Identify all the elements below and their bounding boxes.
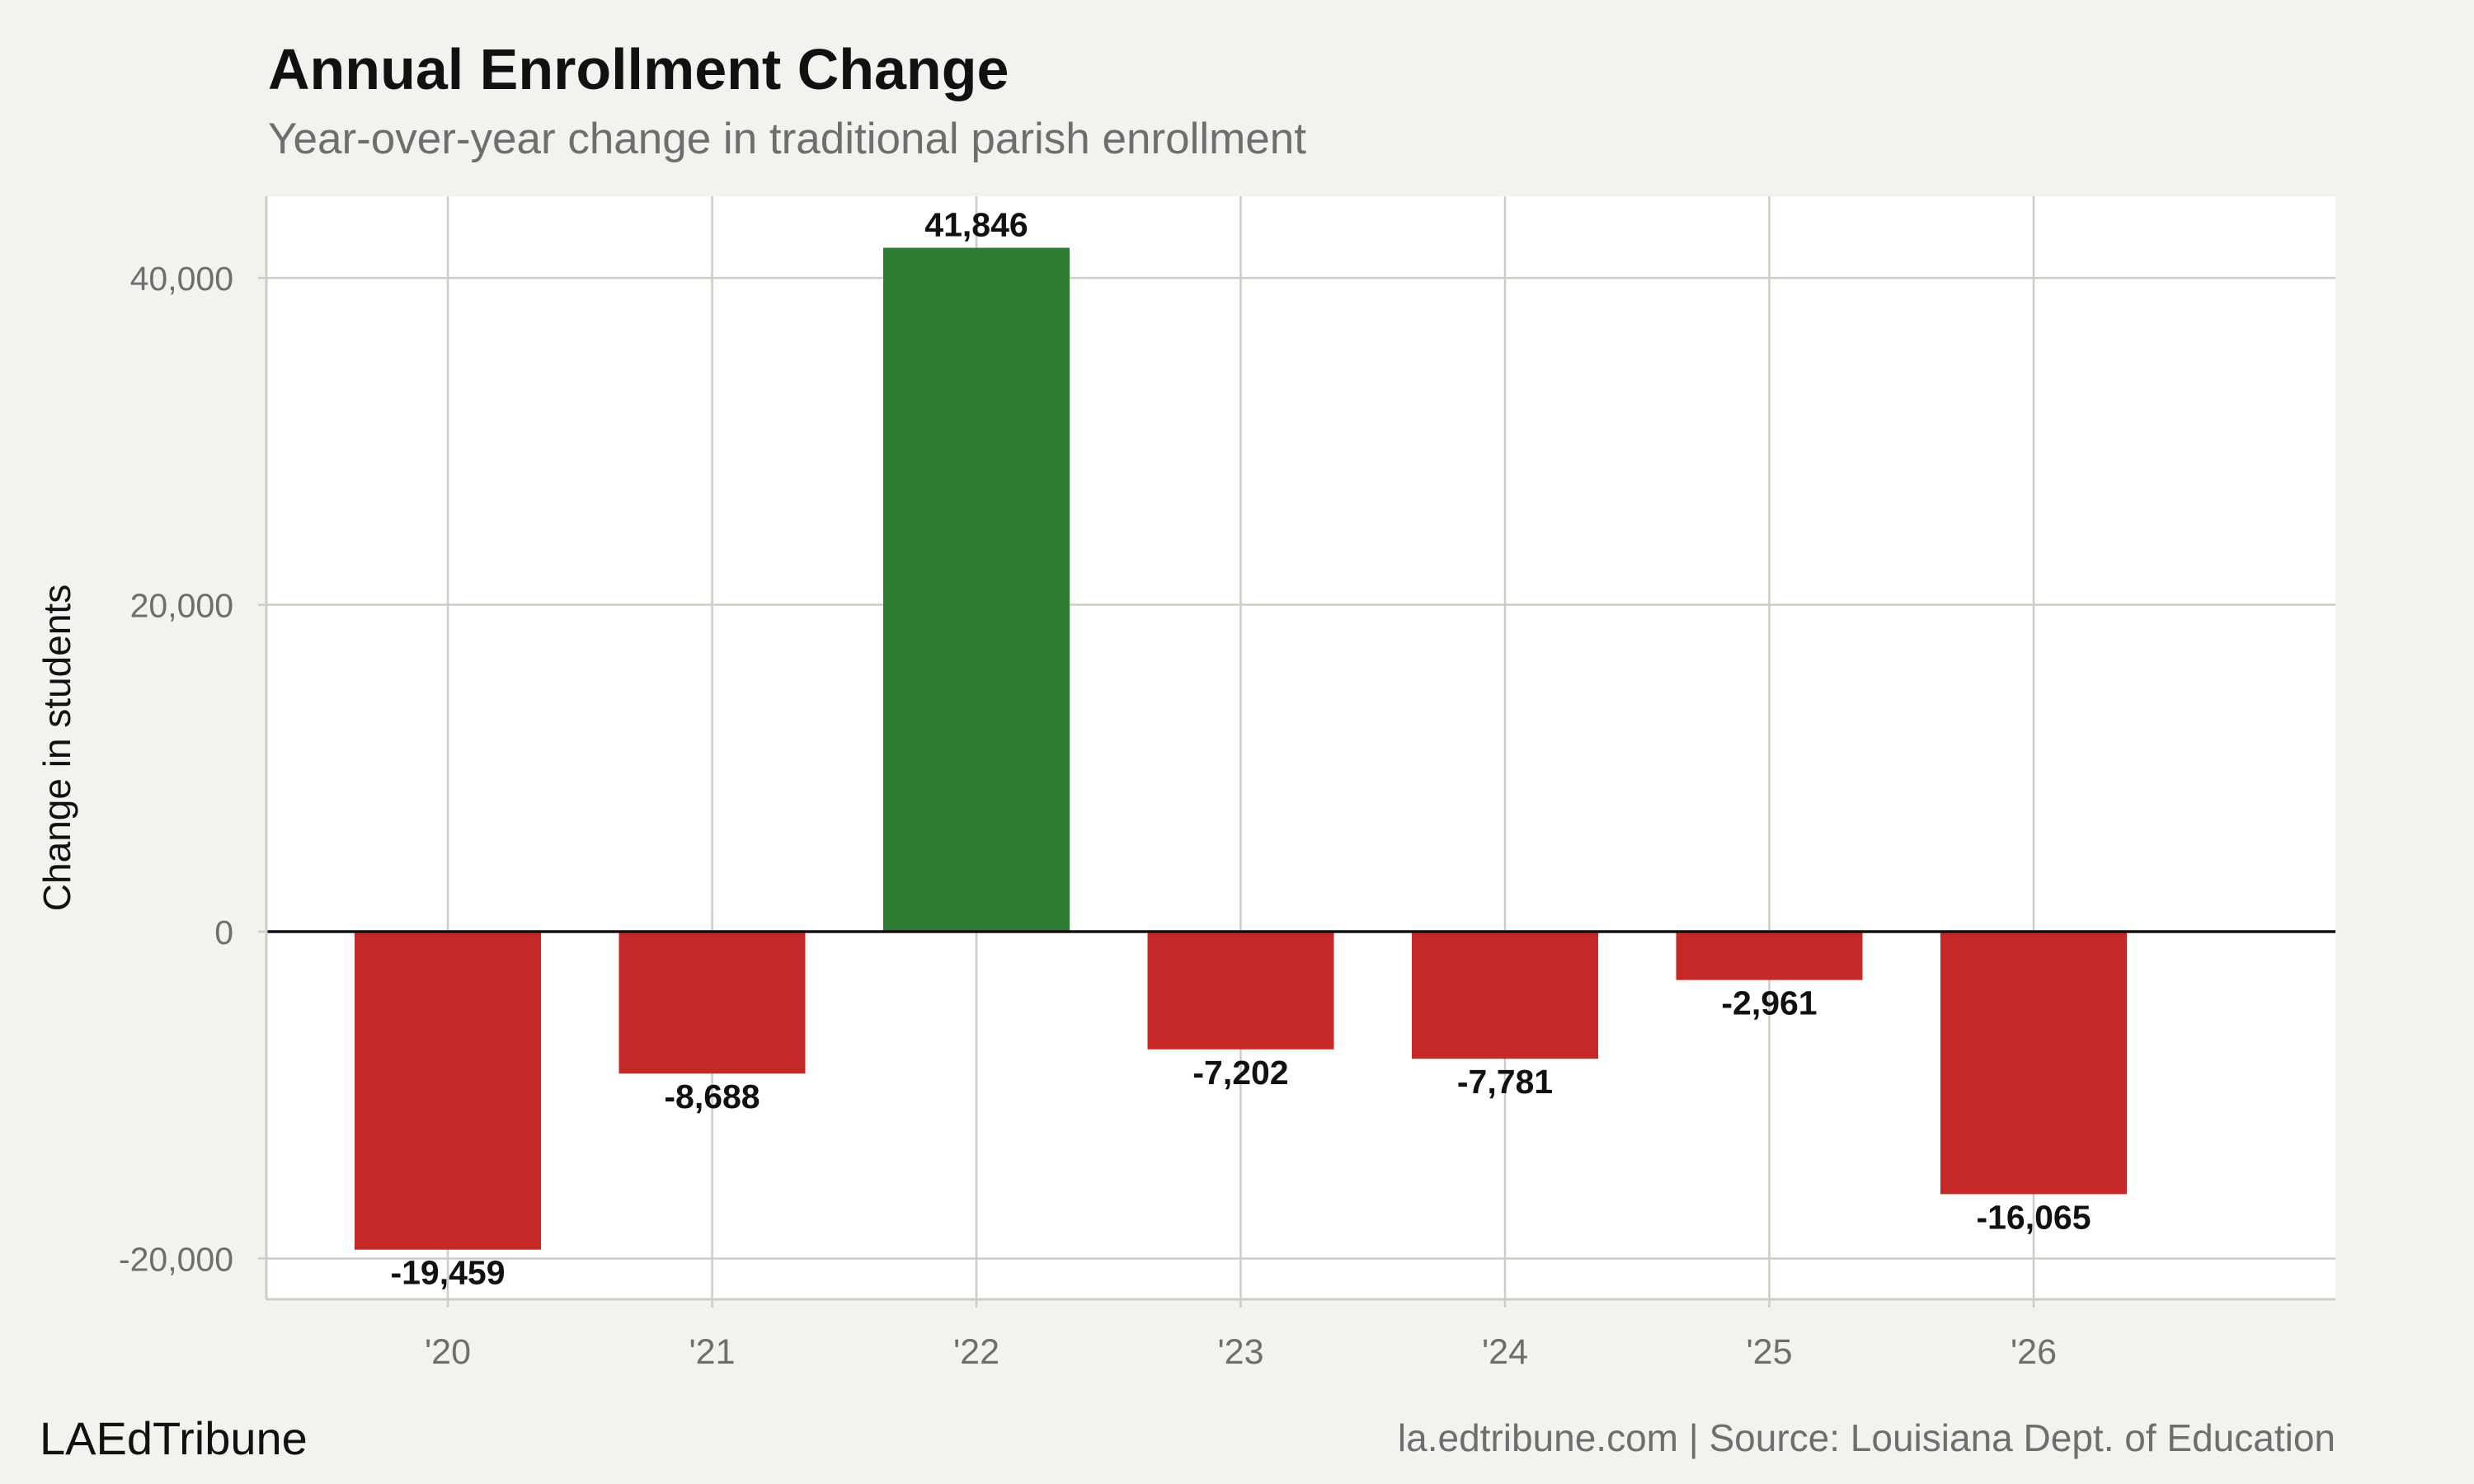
chart-subtitle: Year-over-year change in traditional par… bbox=[268, 115, 1306, 163]
brand-logo-text: LAEdTribune bbox=[40, 1412, 308, 1464]
bars bbox=[355, 247, 2127, 1250]
bar bbox=[618, 932, 806, 1074]
chart-title: Annual Enrollment Change bbox=[268, 37, 1009, 101]
y-tick-label: 20,000 bbox=[130, 587, 233, 625]
data-label: -16,065 bbox=[1976, 1198, 2091, 1236]
y-axis-label: Change in students bbox=[35, 585, 78, 911]
x-tick-label: '21 bbox=[689, 1332, 735, 1372]
x-tick-label: '25 bbox=[1746, 1332, 1792, 1372]
bar bbox=[1676, 932, 1863, 980]
data-label: -19,459 bbox=[390, 1254, 505, 1292]
y-tick-label: 40,000 bbox=[130, 260, 233, 298]
data-label: 41,846 bbox=[924, 206, 1028, 244]
bar bbox=[1940, 932, 2127, 1195]
source-credit: la.edtribune.com | Source: Louisiana Dep… bbox=[1397, 1416, 2335, 1459]
x-tick-label: '22 bbox=[953, 1332, 999, 1372]
value-labels: -19,459 -8,688 41,846 -7,202 -7,781 -2,961 -16… bbox=[390, 206, 2091, 1292]
x-tick-label: '26 bbox=[2011, 1332, 2057, 1372]
bar bbox=[883, 247, 1070, 932]
bar bbox=[355, 932, 541, 1250]
bar bbox=[1412, 932, 1598, 1059]
bar bbox=[1147, 932, 1334, 1050]
y-tick-label: 0 bbox=[214, 913, 233, 951]
data-label: -8,688 bbox=[664, 1078, 760, 1115]
axes: -20,000 0 20,000 40,000 '20 '21 '22 '23 '24 '25 '2… bbox=[119, 196, 2335, 1372]
x-tick-label: '20 bbox=[425, 1332, 471, 1372]
y-tick-label: -20,000 bbox=[119, 1240, 233, 1278]
x-tick-label: '23 bbox=[1217, 1332, 1263, 1372]
x-tick-label: '24 bbox=[1482, 1332, 1528, 1372]
data-label: -2,961 bbox=[1721, 984, 1817, 1022]
data-label: -7,202 bbox=[1192, 1054, 1288, 1092]
data-label: -7,781 bbox=[1457, 1063, 1553, 1101]
